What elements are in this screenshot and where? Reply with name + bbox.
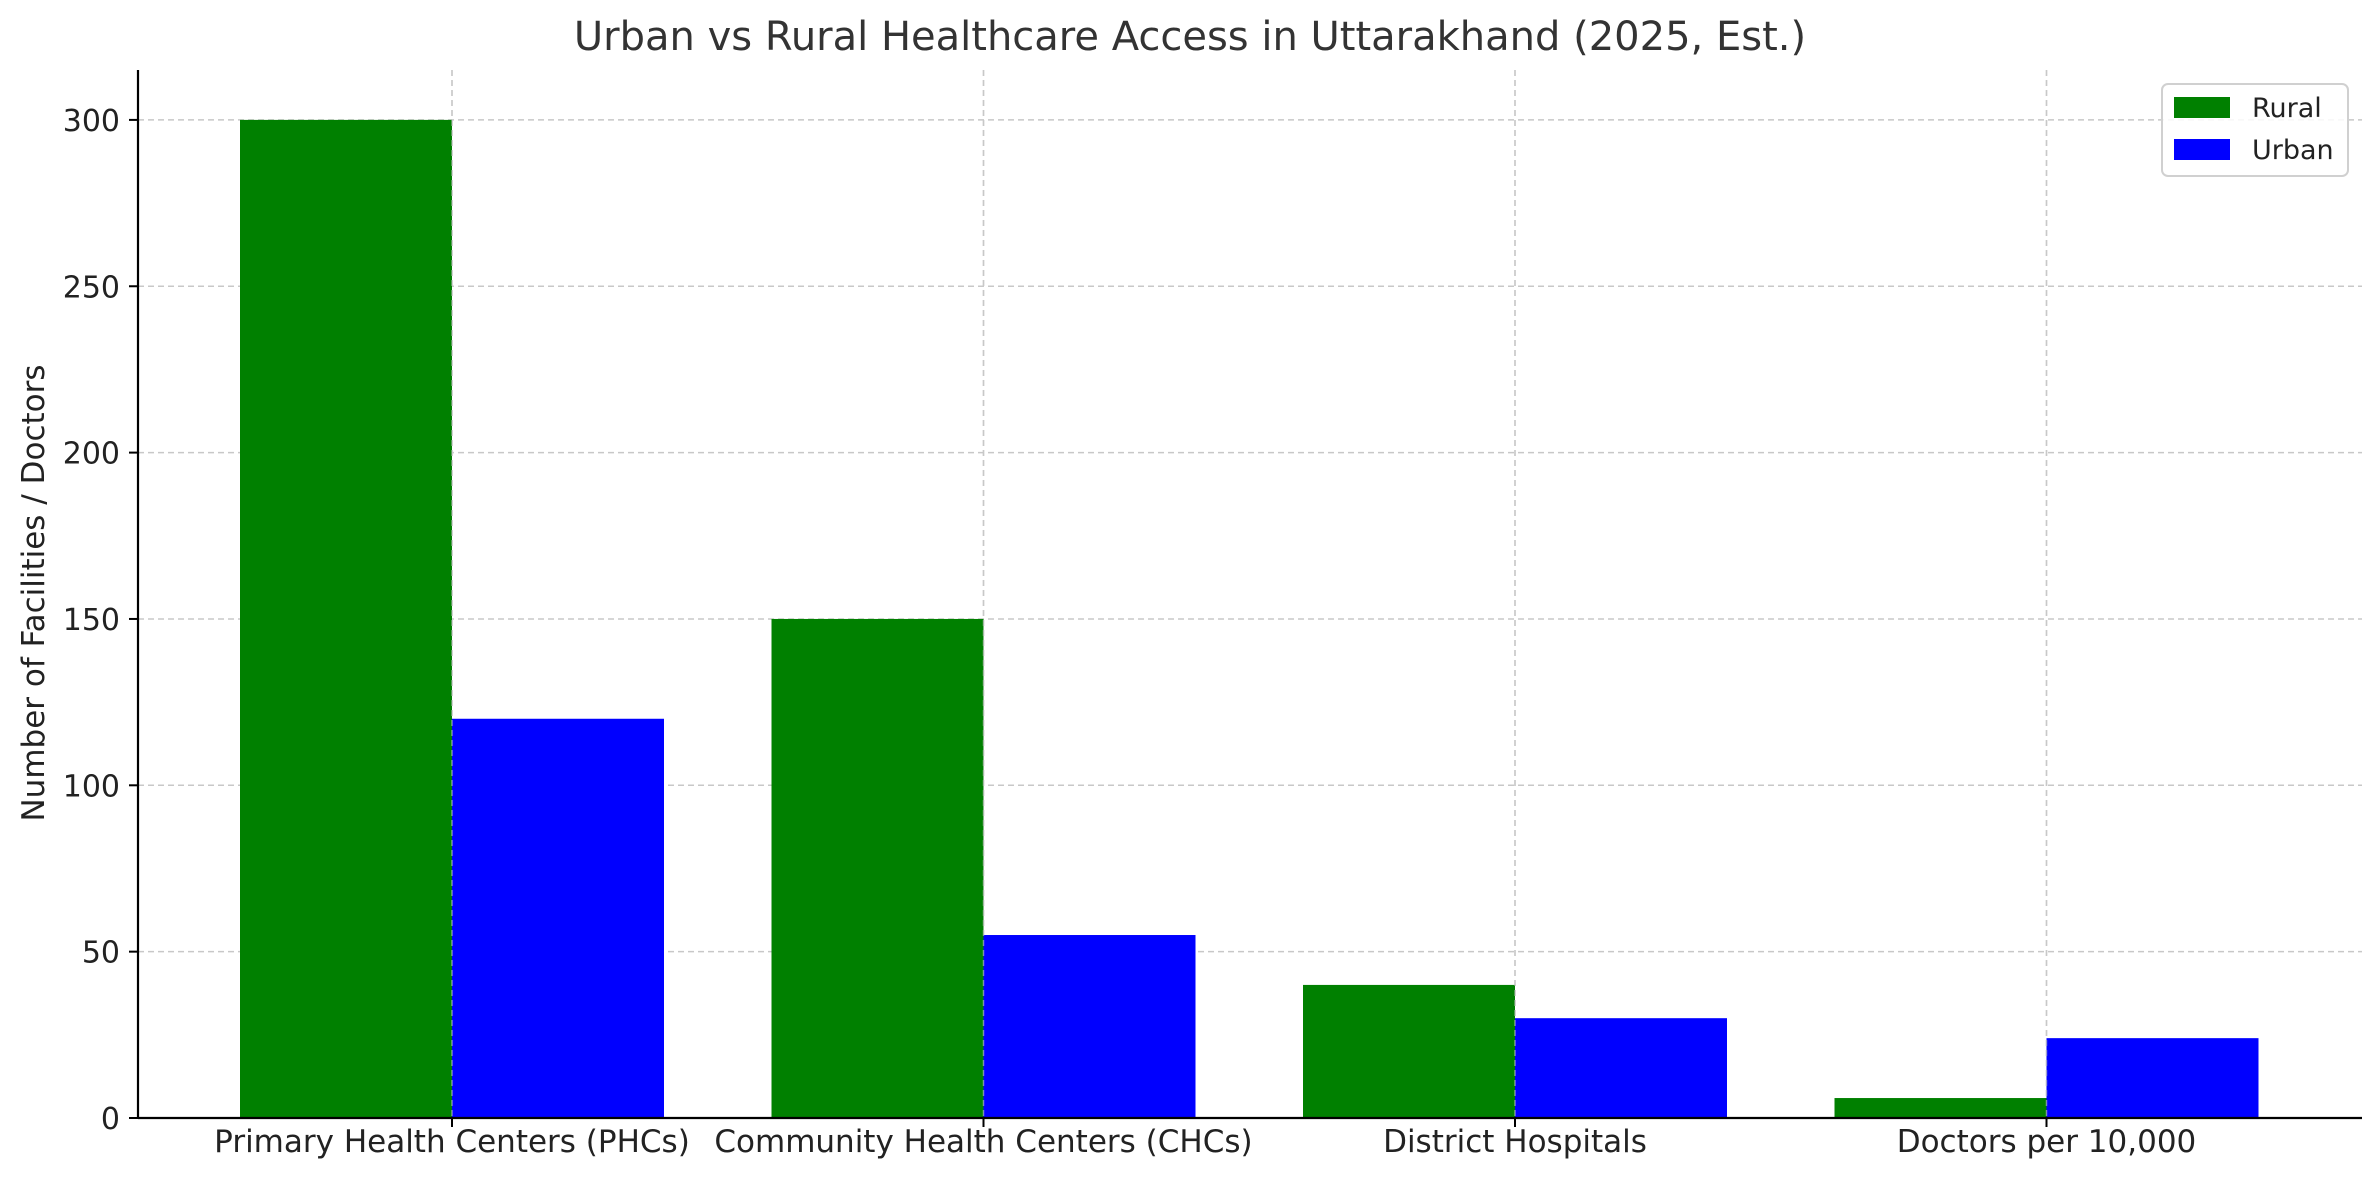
- x-tick-label: District Hospitals: [1383, 1124, 1647, 1160]
- x-tick-label: Community Health Centers (CHCs): [714, 1124, 1252, 1160]
- bar-urban-2: [1515, 1018, 1727, 1118]
- legend-label-rural: Rural: [2252, 93, 2322, 124]
- bar-rural-0: [240, 119, 452, 1118]
- bar-rural-2: [1303, 984, 1515, 1118]
- bar-urban-0: [452, 718, 664, 1118]
- y-tick-label: 150: [63, 603, 120, 638]
- bar-rural-1: [771, 618, 984, 1118]
- bar-rural-3: [1834, 1098, 2047, 1118]
- legend-swatch-urban: [2174, 139, 2230, 160]
- y-tick-label: 0: [101, 1102, 120, 1137]
- axes: [129, 70, 2362, 1127]
- y-tick-label: 300: [63, 104, 120, 139]
- bar-urban-1: [983, 935, 1196, 1118]
- legend-swatch-rural: [2174, 97, 2230, 118]
- x-tick-label: Primary Health Centers (PHCs): [214, 1124, 690, 1160]
- y-tick-label: 250: [63, 270, 120, 305]
- legend-label-urban: Urban: [2252, 135, 2334, 166]
- bars: [240, 70, 2259, 1118]
- tick-labels: 0 50 100 150 200 250 300 Primary Health Centers…: [63, 104, 2197, 1160]
- bar-urban-3: [2046, 1038, 2259, 1118]
- y-tick-label: 200: [63, 437, 120, 472]
- x-tick-label: Doctors per 10,000: [1897, 1124, 2197, 1160]
- chart-title: Urban vs Rural Healthcare Access in Utta…: [574, 14, 1806, 60]
- y-tick-label: 100: [63, 769, 120, 804]
- y-axis-label: Number of Facilities / Doctors: [16, 364, 52, 821]
- legend: Rural Urban: [2161, 83, 2349, 177]
- y-tick-label: 50: [82, 936, 120, 971]
